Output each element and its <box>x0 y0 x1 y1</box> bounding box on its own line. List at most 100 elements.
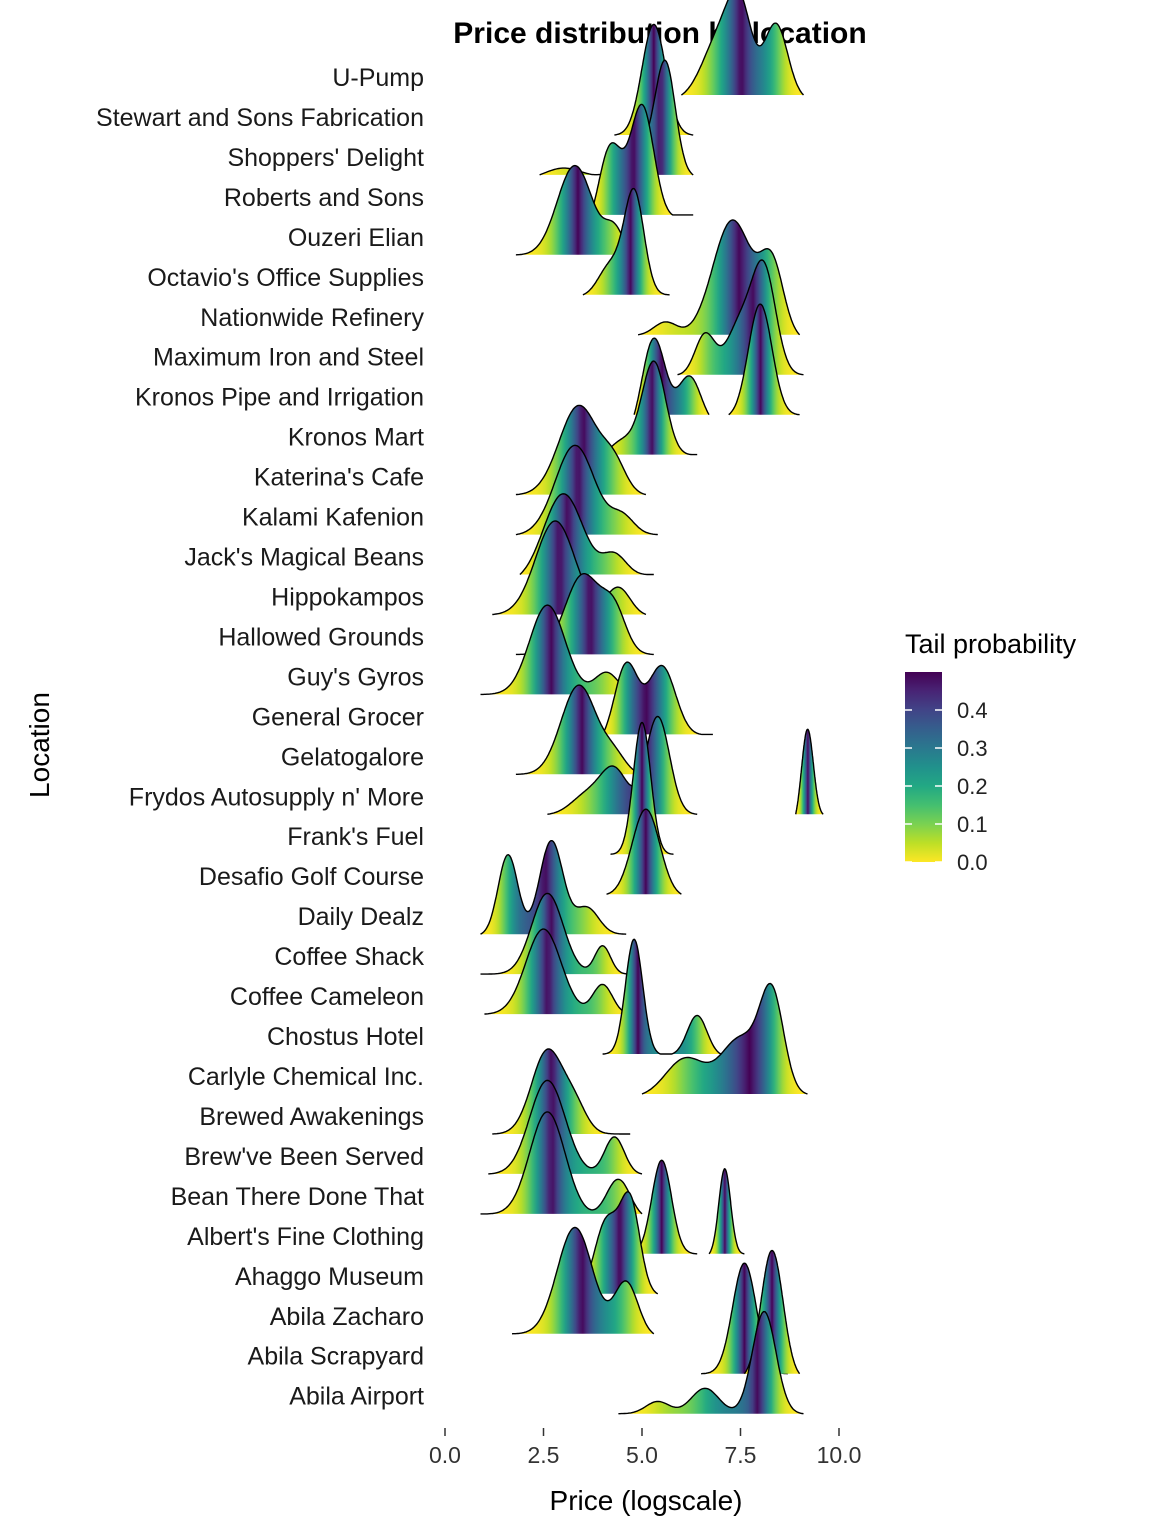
ridge-fill-chostus-hotel <box>602 939 721 1054</box>
x-tick-label: 0.0 <box>429 1442 461 1468</box>
location-label-jack-s-magical-beans: Jack's Magical Beans <box>184 544 424 572</box>
location-label-brewed-awakenings: Brewed Awakenings <box>199 1103 424 1131</box>
ridge-frank-s-fuel <box>610 721 674 855</box>
ridge-line-abila-zacharo-main <box>511 1226 655 1335</box>
ridges-group <box>480 0 824 1415</box>
location-label-chostus-hotel: Chostus Hotel <box>267 1023 424 1051</box>
ridge-stewart-and-sons-fabrication <box>614 23 694 136</box>
location-label-roberts-and-sons: Roberts and Sons <box>224 184 424 212</box>
location-label-guy-s-gyros: Guy's Gyros <box>287 663 424 691</box>
ridge-line-daily-dealz <box>480 840 627 935</box>
legend: Tail probability 0.0 0.1 0.2 0.3 0.4 <box>905 629 1077 875</box>
location-label-abila-scrapyard: Abila Scrapyard <box>248 1343 424 1371</box>
location-label-coffee-cameleon: Coffee Cameleon <box>230 983 424 1011</box>
ridge-hippokampos <box>492 520 647 616</box>
ridge-u-pump <box>680 0 805 96</box>
ridge-fill-abila-zacharo-main <box>512 1227 654 1334</box>
ridge-line-jack-s-magical-beans <box>519 493 654 576</box>
location-label-general-grocer: General Grocer <box>252 703 424 731</box>
ridge-fill-desafio-golf-course <box>606 809 682 895</box>
ridge-line-kronos-mart <box>602 360 698 456</box>
location-label-kalami-kafenion: Kalami Kafenion <box>242 504 424 532</box>
ridge-line-carlyle-chemical-inc <box>641 982 808 1095</box>
location-label-octavio-s-office-supplies: Octavio's Office Supplies <box>147 264 424 292</box>
ridge-line-albert-s-fine-clothing-tail <box>708 1168 745 1255</box>
location-label-frydos-autosupply-n-more: Frydos Autosupply n' More <box>129 783 424 811</box>
location-label-carlyle-chemical-inc: Carlyle Chemical Inc. <box>188 1063 424 1091</box>
location-label-hallowed-grounds: Hallowed Grounds <box>218 623 424 651</box>
ridge-daily-dealz <box>480 840 627 935</box>
ridge-abila-zacharo-main <box>511 1226 655 1335</box>
ridge-line-brewed-awakenings <box>492 1048 631 1135</box>
y-axis-title: Location <box>24 692 55 798</box>
ridge-line-general-grocer-high <box>601 661 713 736</box>
ridge-line-guy-s-gyros <box>480 604 639 696</box>
location-label-abila-airport: Abila Airport <box>289 1383 424 1411</box>
ridge-fill-hippokampos <box>492 521 646 615</box>
location-label-ahaggo-museum: Ahaggo Museum <box>235 1263 424 1291</box>
location-label-coffee-shack: Coffee Shack <box>274 943 424 971</box>
ridge-line-abila-airport <box>618 1311 804 1415</box>
ridge-fill-coffee-shack <box>480 893 631 975</box>
location-label-shoppers-delight: Shoppers' Delight <box>227 144 424 172</box>
legend-tick-label: 0.0 <box>957 850 988 875</box>
ridge-line-kronos-pipe-and-irrigation <box>633 337 710 416</box>
ridge-kronos-mart <box>602 360 698 456</box>
x-tick-label: 7.5 <box>725 1442 757 1468</box>
x-tick-label: 10.0 <box>817 1442 862 1468</box>
ridge-fill-guy-s-gyros <box>480 605 639 695</box>
ridge-line-nationwide-refinery <box>637 219 801 336</box>
ridge-fill-hallowed-grounds <box>515 573 654 655</box>
ridge-fill-u-pump <box>681 0 804 95</box>
ridge-line-u-pump <box>680 0 805 96</box>
ridge-bean-there-done-that <box>480 1111 643 1215</box>
location-labels: U-Pump Stewart and Sons Fabrication Shoppe… <box>96 64 424 1411</box>
ridge-fill-frank-s-fuel <box>610 722 674 855</box>
location-label-hippokampos: Hippokampos <box>271 583 424 611</box>
location-label-daily-dealz: Daily Dealz <box>298 903 424 931</box>
ridge-fill-stewart-and-sons-fabrication <box>614 24 694 135</box>
ridge-line-frydos-autosupply-n-more <box>547 715 698 815</box>
ridge-line-maximum-iron-and-steel <box>677 259 804 376</box>
ridge-fill-albert-s-fine-clothing-tail <box>709 1168 745 1254</box>
location-label-kronos-pipe-and-irrigation: Kronos Pipe and Irrigation <box>135 384 424 412</box>
ridge-fill-general-grocer-high <box>602 662 713 735</box>
ridge-brew-ve-been-served <box>488 1079 643 1175</box>
ridge-fill-kronos-pipe-and-irrigation-high <box>728 304 800 415</box>
ridge-kronos-pipe-and-irrigation-high <box>728 303 800 416</box>
ridge-line-desafio-golf-course <box>606 808 682 895</box>
ridge-line-katerina-s-cafe <box>515 404 647 496</box>
x-axis: 0.0 2.5 5.0 7.5 10.0 <box>429 1428 861 1468</box>
location-label-albert-s-fine-clothing: Albert's Fine Clothing <box>187 1223 424 1251</box>
ridge-fill-ouzeri-elian <box>515 165 635 255</box>
ridge-gelatogalore <box>515 684 643 775</box>
ridge-desafio-golf-course <box>606 808 682 895</box>
location-label-desafio-golf-course: Desafio Golf Course <box>199 863 424 891</box>
ridge-ouzeri-elian <box>515 164 635 256</box>
ridge-line-coffee-cameleon <box>484 928 631 1015</box>
legend-ticks: 0.0 0.1 0.2 0.3 0.4 <box>905 698 988 875</box>
ridge-fill-roberts-and-sons <box>590 104 694 215</box>
x-tick-label: 5.0 <box>626 1442 658 1468</box>
legend-colorbar <box>905 672 942 862</box>
ridge-line-frank-s-fuel <box>610 721 674 855</box>
ridge-fill-daily-dealz <box>480 840 627 935</box>
ridge-carlyle-chemical-inc <box>641 982 808 1095</box>
location-label-abila-zacharo: Abila Zacharo <box>270 1303 424 1331</box>
ridge-albert-s-fine-clothing-tail <box>708 1168 745 1255</box>
ridge-frydos-autosupply-n-more <box>547 715 698 815</box>
ridge-line-octavio-s-office-supplies <box>582 187 670 296</box>
ridge-coffee-cameleon <box>484 928 631 1015</box>
ridge-fill-brewed-awakenings <box>492 1049 631 1134</box>
x-tick-label: 2.5 <box>528 1442 560 1468</box>
ridge-fill-frydos-autosupply-n-more <box>547 716 698 815</box>
ridge-line-coffee-shack <box>480 892 631 975</box>
legend-tick-label: 0.1 <box>957 812 988 837</box>
location-label-brew-ve-been-served: Brew've Been Served <box>184 1143 424 1171</box>
ridge-fill-kronos-mart <box>602 361 698 455</box>
ridge-line-gelatogalore <box>515 684 643 775</box>
ridge-line-roberts-and-sons <box>590 103 694 216</box>
legend-tick-label: 0.3 <box>957 736 988 761</box>
ridge-roberts-and-sons <box>590 103 694 216</box>
